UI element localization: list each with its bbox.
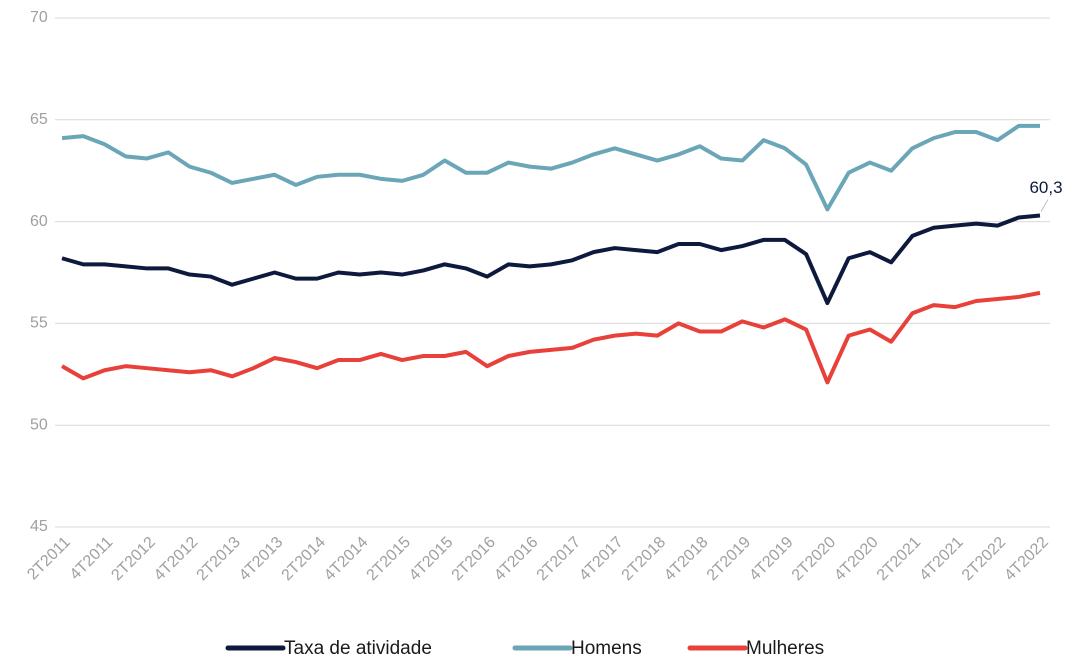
y-tick-label: 70 — [30, 9, 48, 26]
x-tick-label: 4T2021 — [916, 534, 966, 584]
y-tick-label: 60 — [30, 213, 48, 230]
y-tick-label: 65 — [30, 111, 48, 128]
x-tick-label: 4T2020 — [831, 534, 881, 584]
x-tick-label: 2T2020 — [789, 534, 839, 584]
x-tick-label: 2T2011 — [24, 534, 74, 584]
x-tick-label: 2T2016 — [449, 534, 499, 584]
x-tick-label: 2T2015 — [364, 534, 414, 584]
x-tick-label: 4T2017 — [576, 534, 626, 584]
series-line — [61, 213, 1041, 306]
x-tick-label: 2T2012 — [108, 534, 158, 584]
x-tick-label: 4T2018 — [661, 534, 711, 584]
x-tick-label: 4T2012 — [151, 534, 201, 584]
series-line — [61, 123, 1040, 212]
x-tick-label: 4T2013 — [236, 534, 286, 584]
x-tick-label: 4T2014 — [321, 534, 371, 584]
legend-label: Taxa de atividade — [284, 638, 432, 659]
x-tick-label: 2T2018 — [619, 534, 669, 584]
series-line — [61, 290, 1041, 385]
x-tick-label: 2T2014 — [279, 534, 329, 584]
x-tick-label: 2T2019 — [704, 534, 754, 584]
legend-label: Mulheres — [746, 638, 824, 659]
y-tick-label: 45 — [30, 518, 48, 535]
label-leader — [1040, 199, 1049, 212]
y-tick-label: 55 — [30, 315, 48, 332]
x-tick-label: 4T2019 — [746, 534, 796, 584]
data-label: 60,3 — [1029, 178, 1062, 197]
x-tick-label: 4T2016 — [491, 534, 541, 584]
x-tick-label: 2T2013 — [194, 534, 244, 584]
x-tick-label: 4T2015 — [406, 534, 456, 584]
legend-label: Homens — [571, 638, 642, 659]
x-tick-label: 2T2021 — [874, 534, 924, 584]
x-tick-label: 2T2017 — [534, 534, 584, 584]
x-tick-label: 2T2022 — [959, 534, 1009, 584]
x-tick-label: 4T2022 — [1001, 534, 1051, 584]
y-tick-label: 50 — [30, 416, 48, 433]
x-tick-label: 4T2011 — [67, 534, 117, 584]
